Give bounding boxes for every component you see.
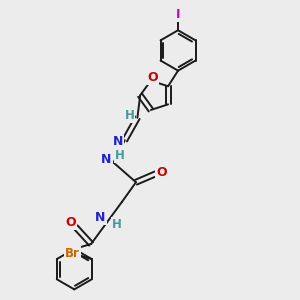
- Text: O: O: [65, 216, 76, 229]
- Text: O: O: [147, 71, 158, 84]
- Text: O: O: [157, 166, 167, 179]
- Text: I: I: [176, 8, 180, 21]
- Text: N: N: [112, 135, 123, 148]
- Text: N: N: [95, 212, 106, 224]
- Text: H: H: [124, 109, 134, 122]
- Text: Br: Br: [65, 247, 80, 260]
- Text: H: H: [115, 149, 125, 162]
- Text: H: H: [112, 218, 122, 231]
- Text: N: N: [101, 153, 112, 166]
